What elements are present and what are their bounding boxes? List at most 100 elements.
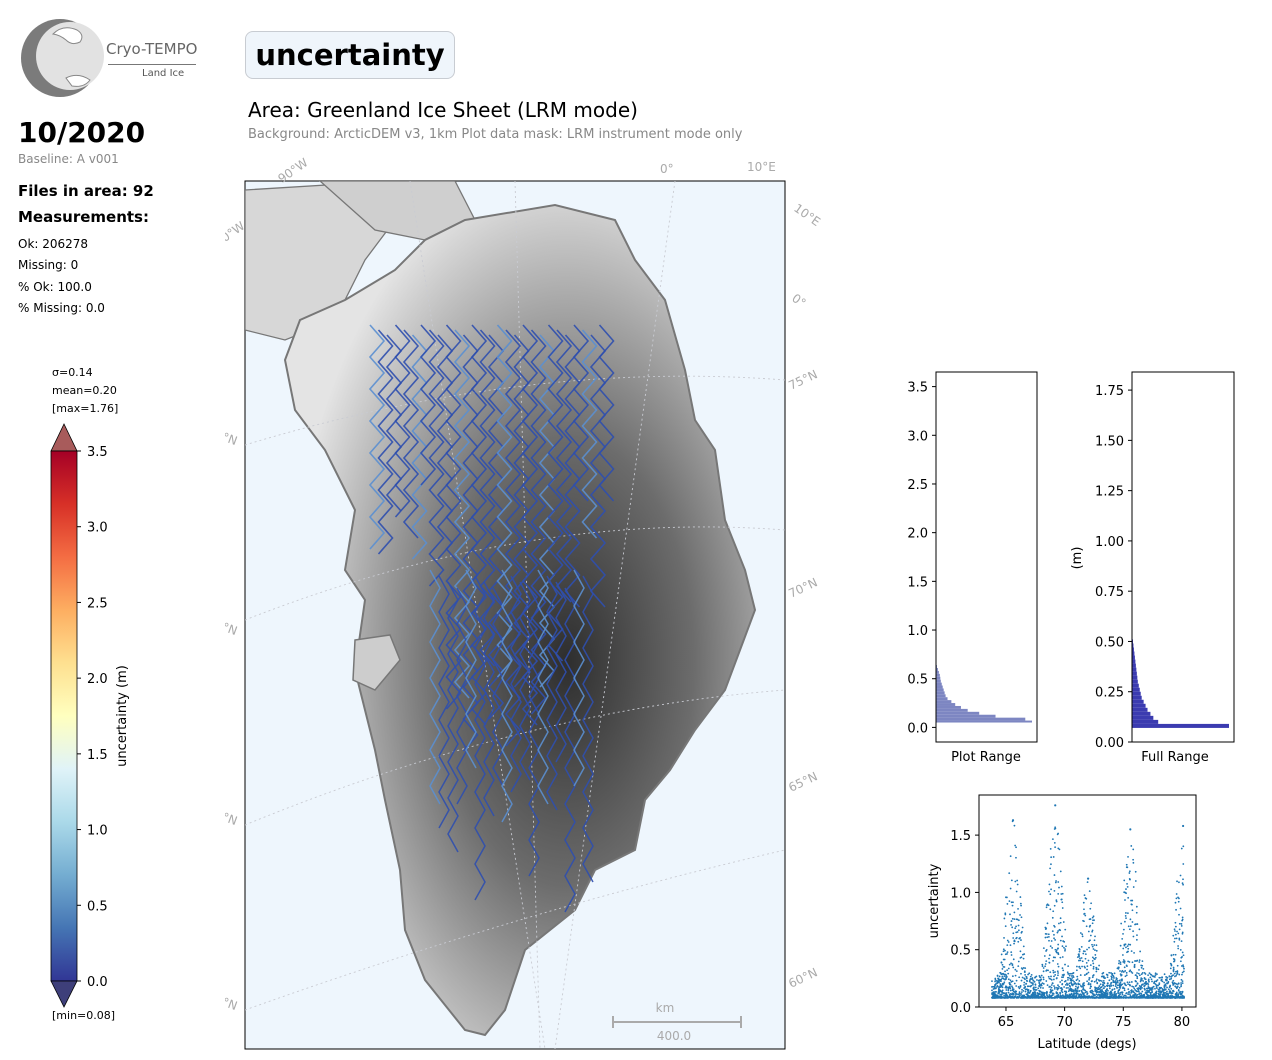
scatter-point — [1141, 964, 1144, 967]
scatter-point — [1061, 907, 1064, 909]
scatter-point — [1140, 996, 1142, 999]
scatter-point — [1061, 983, 1064, 985]
scatter-point — [1123, 989, 1126, 992]
scatter-point — [1182, 878, 1184, 881]
scatter-point — [1060, 989, 1063, 992]
scatter-point — [1086, 965, 1089, 968]
scatter-point — [994, 983, 997, 986]
scatter-point — [1080, 995, 1083, 998]
scatter-point — [1034, 976, 1036, 979]
scatter-point — [1001, 986, 1004, 989]
scatter-point — [1059, 956, 1062, 959]
ytick-label: 3.5 — [907, 381, 928, 396]
scatter-point — [1141, 960, 1144, 963]
scatter-point — [1175, 991, 1178, 994]
scatter-point — [1028, 985, 1030, 988]
scatter-point — [1026, 996, 1029, 999]
lon-label-10e-top: 10°E — [747, 160, 776, 174]
histogram-bar — [1132, 655, 1135, 660]
scatter-point — [1033, 980, 1036, 983]
scatter-point — [1081, 933, 1084, 936]
scatter-point — [1136, 959, 1139, 962]
scatter-point — [1067, 986, 1069, 989]
scatter-point — [1029, 978, 1032, 980]
scatter-point — [1061, 892, 1064, 895]
satellite-track — [368, 324, 386, 550]
scatter-point — [1094, 987, 1097, 989]
scatter-point — [1080, 957, 1083, 959]
scatter-point — [1026, 988, 1029, 991]
scatter-point — [1163, 988, 1166, 991]
scatter-point — [1128, 996, 1131, 999]
scatter-point — [1153, 981, 1156, 984]
scatter-point — [1150, 987, 1153, 990]
scatter-point — [1176, 964, 1179, 967]
scatter-point — [1174, 993, 1177, 996]
scatter-point — [1007, 941, 1010, 943]
scatter-point — [1126, 981, 1129, 984]
scatter-point — [1118, 979, 1121, 982]
scatter-point — [1054, 971, 1056, 973]
scatter-point — [1154, 987, 1156, 990]
scatter-point — [1178, 881, 1180, 884]
histogram-bar — [936, 688, 944, 692]
scatter-point — [1129, 925, 1132, 928]
scatter-point — [1084, 957, 1087, 960]
scatter-point — [1049, 867, 1051, 870]
ytick-label: 3.0 — [907, 429, 928, 444]
scatter-point — [1001, 975, 1004, 978]
scatter-point — [1098, 988, 1101, 990]
satellite-track — [581, 329, 598, 539]
scatter-point — [1180, 983, 1183, 986]
scatter-point — [1182, 954, 1185, 957]
scatter-point — [1139, 950, 1142, 953]
scatter-point — [1142, 980, 1145, 982]
scatter-point — [1084, 897, 1087, 899]
scatter-point — [1168, 990, 1171, 993]
scatter-point — [1157, 992, 1160, 995]
scatter-point — [1051, 992, 1054, 995]
scatter-point — [1135, 989, 1138, 992]
scatter-point — [1084, 953, 1087, 956]
scatter-point — [1021, 926, 1024, 929]
scatter-point — [1168, 975, 1171, 978]
histogram-bar — [1132, 691, 1141, 696]
scatter-point — [1030, 981, 1033, 984]
scatter-xlabel: Latitude (degs) — [1037, 1037, 1136, 1052]
scatter-point — [1107, 989, 1109, 992]
scatter-point — [1017, 919, 1020, 922]
satellite-track — [501, 569, 513, 823]
scatter-point — [1098, 964, 1100, 967]
scatter-point — [1061, 974, 1064, 976]
scatter-point — [1121, 954, 1124, 956]
scatter-point — [1057, 965, 1060, 968]
lon-label-10e-right: 10°E — [791, 201, 823, 229]
scatter-point — [1158, 976, 1161, 979]
scatter-point — [1053, 988, 1056, 990]
scatter-point — [1107, 996, 1110, 999]
scatter-point — [1014, 994, 1017, 996]
scatter-point — [1169, 962, 1172, 965]
scatter-point — [1003, 981, 1006, 984]
scatter-point — [1045, 948, 1048, 951]
scatter-point — [1127, 912, 1129, 915]
scatter-point — [1178, 937, 1181, 940]
scatter-point — [1092, 962, 1095, 965]
scatter-point — [1178, 991, 1181, 993]
scatter-point — [1076, 965, 1078, 968]
scatter-point — [1124, 943, 1127, 946]
scatter-point — [1005, 985, 1008, 988]
scatter-point — [1078, 955, 1080, 958]
scatter-point — [1094, 954, 1097, 956]
scatter-point — [1074, 990, 1077, 992]
scatter-point — [1058, 928, 1061, 931]
scatter-point — [993, 985, 995, 988]
scatter-point — [1064, 948, 1067, 951]
scatter-point — [1095, 970, 1098, 973]
ytick-label: 2.0 — [907, 527, 928, 542]
histogram-bar — [1132, 671, 1137, 676]
scatter-point — [1093, 994, 1095, 997]
stat-pct-missing: % Missing: 0.0 — [18, 301, 105, 315]
scatter-point — [1068, 996, 1071, 999]
scatter-point — [1024, 985, 1027, 988]
